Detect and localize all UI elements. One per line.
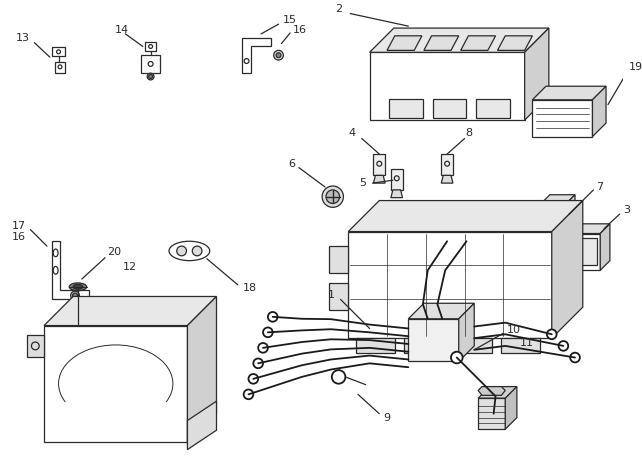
Text: 2: 2 xyxy=(335,4,342,14)
Polygon shape xyxy=(461,36,496,50)
Text: 18: 18 xyxy=(243,283,257,293)
Polygon shape xyxy=(540,204,566,234)
Polygon shape xyxy=(478,398,505,429)
Ellipse shape xyxy=(147,73,154,80)
Ellipse shape xyxy=(69,283,87,291)
Polygon shape xyxy=(26,335,44,357)
Polygon shape xyxy=(52,241,89,299)
Polygon shape xyxy=(370,52,525,120)
Polygon shape xyxy=(540,195,575,204)
Ellipse shape xyxy=(169,241,210,261)
Polygon shape xyxy=(600,224,610,270)
Polygon shape xyxy=(370,28,549,52)
Polygon shape xyxy=(566,195,575,234)
Polygon shape xyxy=(187,401,216,449)
Bar xyxy=(356,338,395,352)
Ellipse shape xyxy=(332,370,345,384)
Polygon shape xyxy=(348,200,583,232)
Text: 9: 9 xyxy=(383,413,390,423)
Bar xyxy=(433,99,467,118)
Polygon shape xyxy=(498,36,532,50)
Text: 15: 15 xyxy=(282,15,297,25)
Polygon shape xyxy=(441,154,453,175)
Text: 5: 5 xyxy=(360,178,367,188)
Text: 14: 14 xyxy=(114,25,128,35)
Text: 3: 3 xyxy=(623,205,630,215)
Ellipse shape xyxy=(71,291,80,300)
Polygon shape xyxy=(573,224,610,234)
Ellipse shape xyxy=(322,186,343,208)
Ellipse shape xyxy=(149,75,153,78)
Ellipse shape xyxy=(258,343,268,352)
Text: 16: 16 xyxy=(293,25,307,35)
Ellipse shape xyxy=(73,293,78,298)
Bar xyxy=(404,338,443,352)
Polygon shape xyxy=(387,36,422,50)
Ellipse shape xyxy=(192,246,202,256)
Polygon shape xyxy=(424,36,459,50)
Text: 16: 16 xyxy=(12,232,26,242)
Text: 17: 17 xyxy=(12,221,26,231)
Polygon shape xyxy=(408,303,474,319)
Polygon shape xyxy=(145,42,157,51)
Bar xyxy=(543,209,562,228)
Text: 11: 11 xyxy=(520,338,534,348)
Bar xyxy=(389,99,423,118)
Text: 20: 20 xyxy=(107,247,121,257)
Bar xyxy=(476,99,510,118)
Ellipse shape xyxy=(248,374,258,384)
Polygon shape xyxy=(141,55,160,73)
Polygon shape xyxy=(505,387,517,429)
Bar xyxy=(501,338,540,352)
Polygon shape xyxy=(573,234,600,270)
Text: 6: 6 xyxy=(289,159,295,169)
Text: 12: 12 xyxy=(123,262,137,273)
Ellipse shape xyxy=(451,352,463,363)
Bar xyxy=(408,319,459,361)
Text: 8: 8 xyxy=(465,128,472,138)
Text: 1: 1 xyxy=(327,290,334,300)
Ellipse shape xyxy=(547,330,557,339)
Polygon shape xyxy=(593,86,606,137)
Polygon shape xyxy=(391,190,403,198)
Polygon shape xyxy=(478,387,517,398)
Polygon shape xyxy=(459,303,474,361)
Bar xyxy=(453,338,492,352)
Bar xyxy=(329,246,348,273)
Ellipse shape xyxy=(276,53,281,57)
Ellipse shape xyxy=(570,352,580,362)
Polygon shape xyxy=(374,175,385,183)
Polygon shape xyxy=(241,38,271,73)
Bar xyxy=(329,283,348,310)
Text: 10: 10 xyxy=(507,325,521,335)
Ellipse shape xyxy=(177,246,186,256)
Ellipse shape xyxy=(273,50,283,60)
Polygon shape xyxy=(44,296,216,325)
Polygon shape xyxy=(441,175,453,183)
Ellipse shape xyxy=(254,359,263,368)
Polygon shape xyxy=(525,28,549,120)
Polygon shape xyxy=(478,387,505,395)
Polygon shape xyxy=(55,62,65,73)
Text: 7: 7 xyxy=(596,182,603,192)
Polygon shape xyxy=(44,325,187,442)
Ellipse shape xyxy=(243,390,254,399)
Bar xyxy=(576,238,597,266)
Polygon shape xyxy=(374,154,385,175)
Polygon shape xyxy=(187,296,216,442)
Polygon shape xyxy=(52,48,65,56)
Ellipse shape xyxy=(559,341,568,351)
Polygon shape xyxy=(532,86,606,100)
Polygon shape xyxy=(532,100,593,137)
Ellipse shape xyxy=(263,327,273,337)
Polygon shape xyxy=(348,232,551,338)
Polygon shape xyxy=(391,169,403,190)
Polygon shape xyxy=(551,200,583,338)
Text: 4: 4 xyxy=(349,128,356,138)
Ellipse shape xyxy=(326,190,340,203)
Text: 13: 13 xyxy=(15,33,30,43)
Text: 19: 19 xyxy=(629,62,642,72)
Ellipse shape xyxy=(73,285,83,289)
Ellipse shape xyxy=(268,312,277,322)
